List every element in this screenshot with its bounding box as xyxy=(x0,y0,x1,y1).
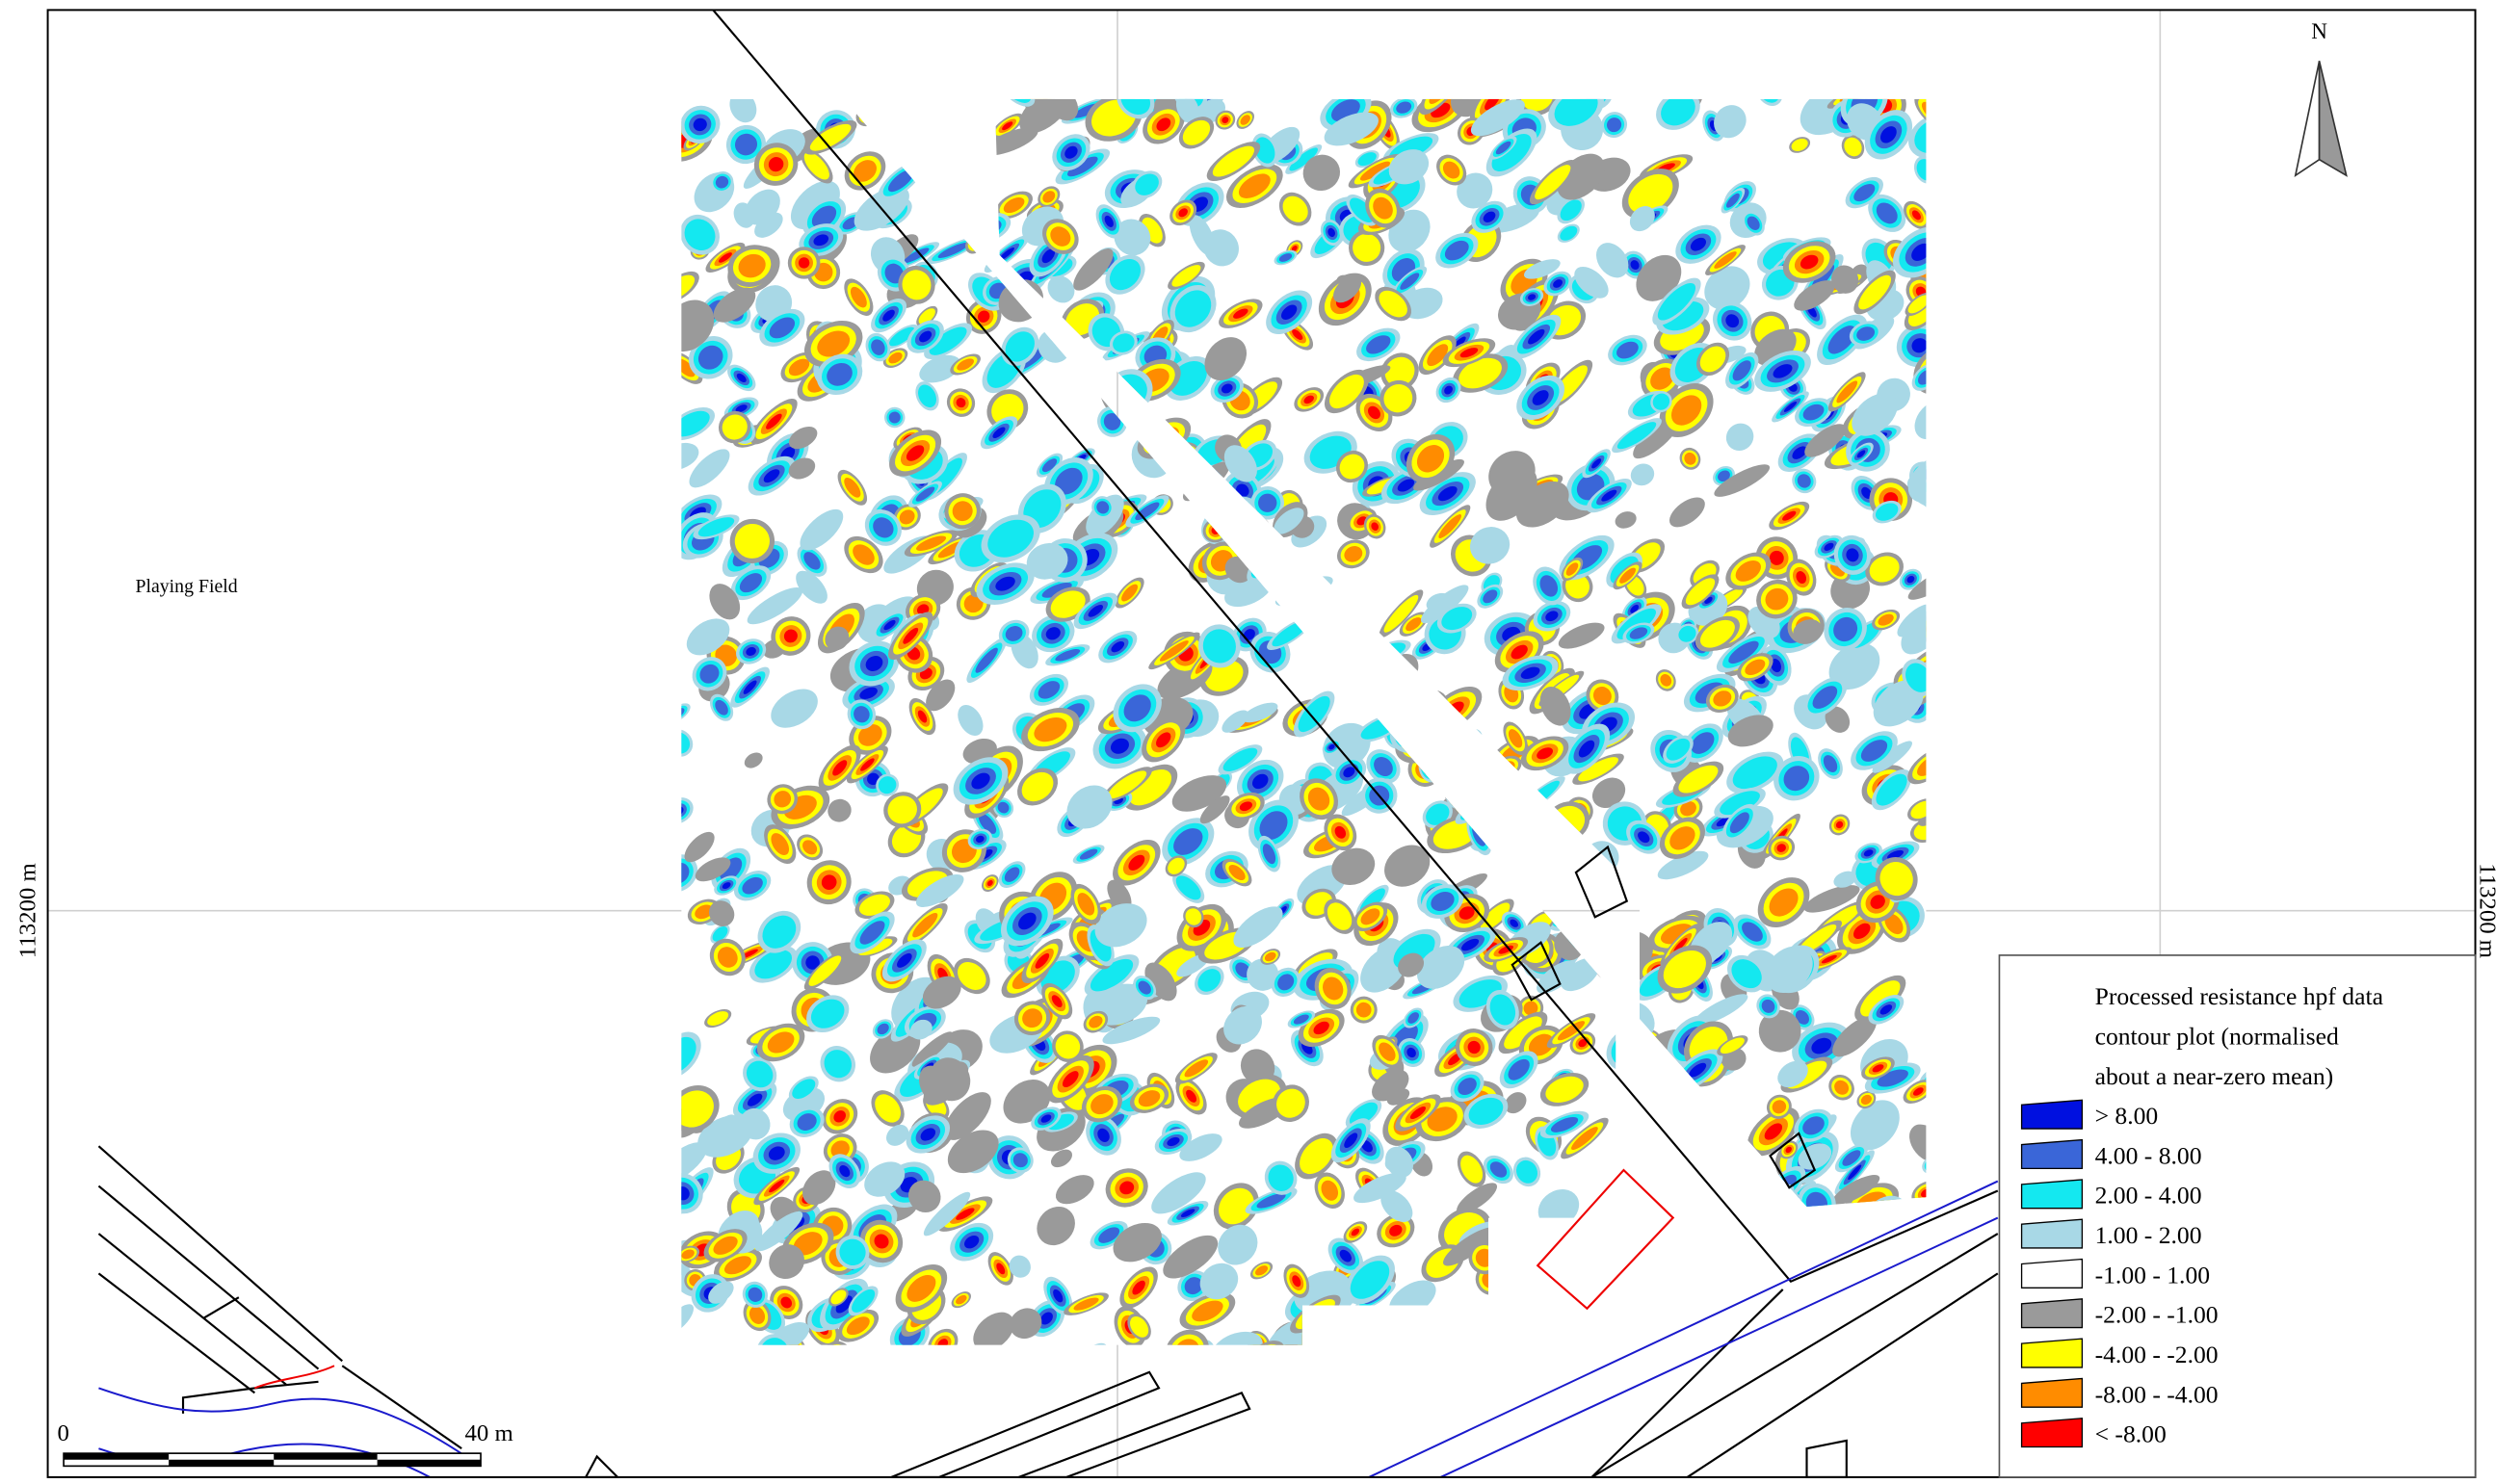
legend-label: -4.00 - -2.00 xyxy=(2095,1341,2219,1368)
legend-swatch xyxy=(2022,1299,2083,1328)
legend-label: 2.00 - 4.00 xyxy=(2095,1182,2202,1210)
legend-swatch xyxy=(2022,1339,2083,1367)
map: Playing Field 113200 m 113200 m N 0 40 m… xyxy=(0,0,2496,1484)
legend-label: -8.00 - -4.00 xyxy=(2095,1380,2219,1408)
scale-segment xyxy=(169,1460,274,1467)
legend-swatch xyxy=(2022,1419,2083,1447)
legend-label: -1.00 - 1.00 xyxy=(2095,1261,2211,1289)
legend-label: -2.00 - -1.00 xyxy=(2095,1301,2219,1329)
legend-title: contour plot (normalised xyxy=(2095,1022,2339,1050)
place-label: Playing Field xyxy=(135,576,237,597)
legend-label: > 8.00 xyxy=(2095,1102,2159,1130)
legend-swatch xyxy=(2022,1260,2083,1289)
legend-swatch xyxy=(2022,1180,2083,1209)
legend-swatch xyxy=(2022,1100,2083,1129)
northing-label: 113200 m xyxy=(14,863,40,958)
legend-title: Processed resistance hpf data xyxy=(2095,982,2384,1010)
scale-start: 0 xyxy=(57,1420,68,1446)
legend-swatch xyxy=(2022,1378,2083,1407)
legend-swatch xyxy=(2022,1140,2083,1169)
legend-swatch xyxy=(2022,1219,2083,1248)
legend-label: 4.00 - 8.00 xyxy=(2095,1141,2202,1169)
legend-title: about a near-zero mean) xyxy=(2095,1062,2334,1090)
legend-label: < -8.00 xyxy=(2095,1420,2167,1448)
north-label: N xyxy=(2311,19,2327,44)
page: Playing Field 113200 m 113200 m N 0 40 m… xyxy=(0,0,2496,1484)
scale-segment xyxy=(64,1453,169,1460)
legend: Processed resistance hpf data contour plo… xyxy=(1999,955,2475,1477)
scale-end: 40 m xyxy=(465,1420,513,1446)
scale-segment xyxy=(274,1453,377,1460)
legend-label: 1.00 - 2.00 xyxy=(2095,1221,2202,1249)
northing-label: 113200 m xyxy=(2474,863,2496,958)
scale-segment xyxy=(378,1460,481,1467)
